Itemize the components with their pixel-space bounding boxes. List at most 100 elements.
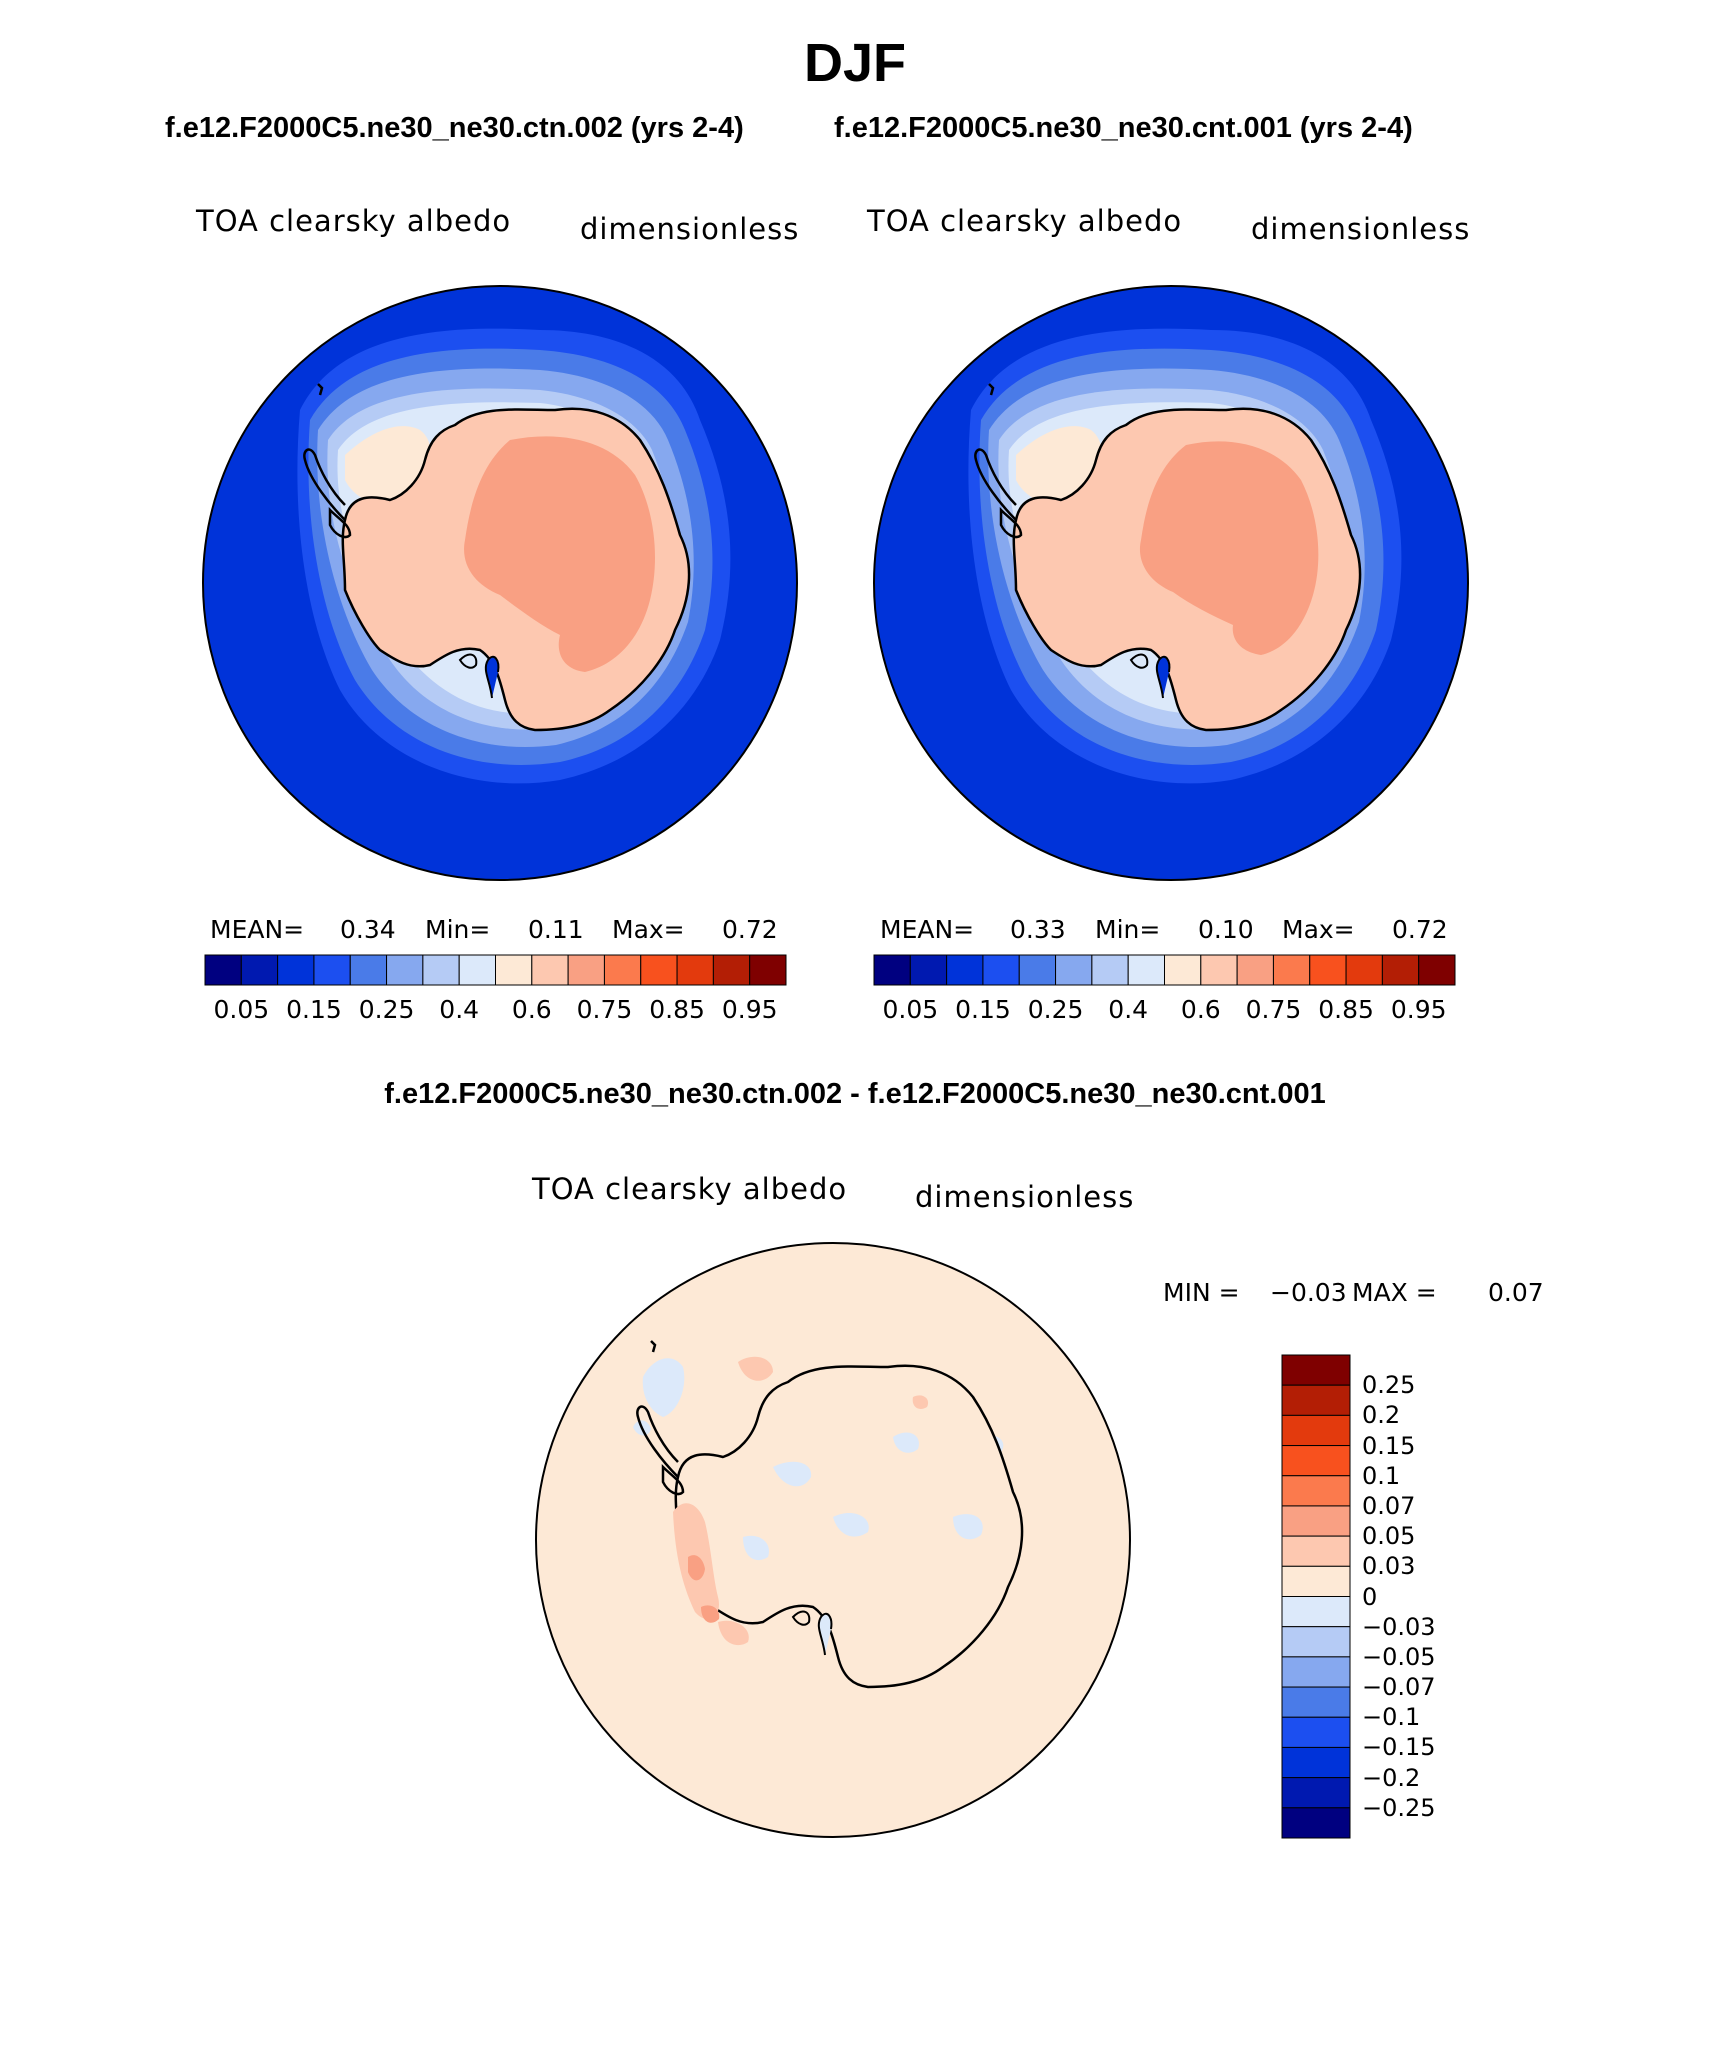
diff-title: f.e12.F2000C5.ne30_ne30.ctn.002 - f.e12.…	[384, 1078, 1326, 1110]
panel2-mean-label: MEAN=	[880, 915, 975, 944]
diff-min-value: −0.03	[1270, 1278, 1347, 1307]
panel1-units: dimensionless	[580, 212, 800, 246]
colorbar-panel2-tick-label: 0.05	[882, 995, 939, 1024]
panel1-variable: TOA clearsky albedo	[196, 204, 512, 238]
panel2-mean-value: 0.33	[1010, 915, 1066, 944]
colorbar-panel1-box	[240, 954, 279, 986]
colorbar-diff-box	[1281, 1746, 1351, 1779]
panel2-map	[873, 285, 1469, 881]
panel1-min-label: Min=	[425, 915, 491, 944]
colorbar-panel1-box	[277, 954, 315, 986]
colorbar-panel1-tick-label: 0.25	[358, 995, 415, 1024]
colorbar-panel1-box	[313, 954, 351, 986]
panel2-min-label: Min=	[1095, 915, 1161, 944]
diff-min-label: MIN =	[1163, 1278, 1240, 1307]
colorbar-panel1-tick-label: 0.05	[213, 995, 270, 1024]
colorbar-panel2-box	[1272, 954, 1311, 986]
colorbar-diff-box	[1281, 1686, 1351, 1718]
colorbar-panel1-tick-label: 0.15	[286, 995, 342, 1024]
colorbar-diff-tick-label: −0.07	[1362, 1673, 1436, 1702]
diff-variable: TOA clearsky albedo	[532, 1172, 848, 1206]
colorbar-panel1-tick-label: 0.6	[511, 995, 552, 1024]
colorbar-panel2-box	[1309, 954, 1347, 986]
colorbar-diff-box	[1281, 1445, 1351, 1477]
figure-title: DJF	[803, 33, 906, 93]
colorbar-diff-tick-label: 0.03	[1362, 1552, 1416, 1581]
colorbar-panel2-box	[909, 954, 948, 986]
colorbar-panel2-box	[1236, 954, 1274, 986]
colorbar-panel1-box	[349, 954, 388, 986]
colorbar-panel1-box	[458, 954, 496, 986]
colorbar-diff-box	[1281, 1535, 1351, 1567]
colorbar-diff-tick-label: 0	[1362, 1582, 1378, 1611]
colorbar-panel1-tick-label: 0.75	[576, 995, 633, 1024]
case-title-left: f.e12.F2000C5.ne30_ne30.ctn.002 (yrs 2-4…	[165, 112, 744, 144]
panel1-mean-value: 0.34	[340, 915, 396, 944]
colorbar-panel1-box	[676, 954, 714, 986]
colorbar-panel2-box	[1164, 954, 1202, 986]
colorbar-panel1-box	[204, 954, 242, 986]
diff-units: dimensionless	[915, 1180, 1135, 1214]
panel2-units: dimensionless	[1251, 212, 1471, 246]
colorbar-diff-box	[1281, 1414, 1351, 1447]
colorbar-panel1-box	[567, 954, 605, 986]
colorbar-diff-box	[1281, 1505, 1351, 1537]
colorbar-panel2-box	[946, 954, 984, 986]
colorbar-panel1-tick-label: 0.95	[721, 995, 778, 1024]
colorbar-panel2-box	[1091, 954, 1129, 986]
colorbar-panel1-box	[712, 954, 751, 986]
colorbar-diff-tick-label: 0.2	[1362, 1401, 1401, 1430]
case-title-right: f.e12.F2000C5.ne30_ne30.cnt.001 (yrs 2-4…	[834, 112, 1413, 144]
colorbar-panel1-tick-label: 0.4	[439, 995, 480, 1024]
colorbar-panel2-box	[1127, 954, 1165, 986]
colorbar-panel2-tick-label: 0.95	[1390, 995, 1447, 1024]
panel2-max-value: 0.72	[1392, 915, 1448, 944]
colorbar-diff-box	[1281, 1777, 1351, 1809]
colorbar-diff	[1281, 1354, 1351, 1839]
panel2-variable: TOA clearsky albedo	[867, 204, 1183, 238]
colorbar-diff-tick-label: 0.25	[1362, 1371, 1416, 1400]
colorbar-diff-tick-label: −0.2	[1362, 1763, 1421, 1792]
colorbar-panel2-tick-label: 0.4	[1108, 995, 1149, 1024]
colorbar-diff-box	[1281, 1626, 1351, 1658]
panel2-min-value: 0.10	[1198, 915, 1254, 944]
diff-max-label: MAX =	[1352, 1278, 1437, 1307]
diff-max-value: 0.07	[1488, 1278, 1544, 1307]
colorbar-diff-tick-label: 0.05	[1362, 1522, 1416, 1551]
colorbar-panel1-box	[603, 954, 642, 986]
colorbar-panel2-tick-label: 0.6	[1180, 995, 1221, 1024]
colorbar-panel2-box	[1381, 954, 1420, 986]
colorbar-panel1-box	[495, 954, 533, 986]
colorbar-diff-tick-label: 0.15	[1362, 1431, 1416, 1460]
colorbar-diff-box	[1281, 1565, 1351, 1597]
colorbar-diff-box	[1281, 1354, 1351, 1386]
colorbar-panel1-box	[422, 954, 460, 986]
colorbar-panel1-box	[386, 954, 424, 986]
colorbar-panel1	[204, 954, 787, 986]
colorbar-diff-box	[1281, 1807, 1351, 1839]
colorbar-diff-box	[1281, 1596, 1351, 1628]
panel1-max-value: 0.72	[722, 915, 778, 944]
colorbar-diff-tick-label: 0.1	[1362, 1461, 1401, 1490]
colorbar-panel2-box	[873, 954, 911, 986]
colorbar-panel2-box	[1055, 954, 1093, 986]
colorbar-panel1-tick-label: 0.85	[649, 995, 705, 1024]
colorbar-panel2-box	[982, 954, 1020, 986]
colorbar-diff-box	[1281, 1384, 1351, 1416]
colorbar-panel2-box	[1345, 954, 1383, 986]
colorbar-panel2-box	[1200, 954, 1238, 986]
colorbar-diff-tick-label: −0.03	[1362, 1612, 1436, 1641]
colorbar-panel2-tick-label: 0.75	[1245, 995, 1302, 1024]
colorbar-diff-tick-label: 0.07	[1362, 1491, 1416, 1520]
colorbar-diff-box	[1281, 1475, 1351, 1507]
colorbar-panel2-box	[1418, 954, 1456, 986]
colorbar-panel1-box	[749, 954, 787, 986]
colorbar-diff-tick-label: −0.1	[1362, 1703, 1421, 1732]
panel1-max-label: Max=	[612, 915, 685, 944]
colorbar-diff-tick-label: −0.25	[1362, 1793, 1436, 1822]
diff-map	[535, 1242, 1131, 1838]
colorbar-diff-box	[1281, 1716, 1351, 1748]
colorbar-diff-tick-label: −0.05	[1362, 1642, 1436, 1671]
colorbar-diff-box	[1281, 1656, 1351, 1688]
